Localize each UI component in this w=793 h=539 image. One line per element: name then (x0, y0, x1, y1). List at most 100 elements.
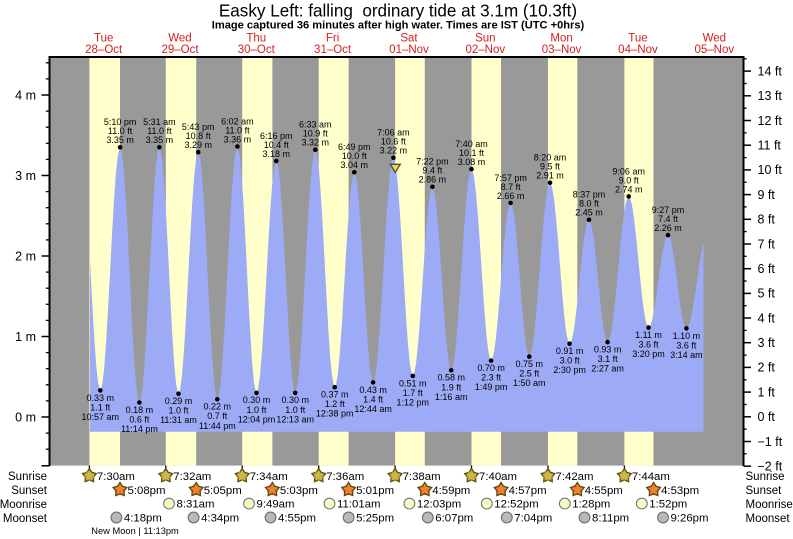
svg-text:1.0 ft: 1.0 ft (246, 405, 267, 415)
svg-text:8 ft: 8 ft (758, 213, 776, 227)
svg-text:1:16 am: 1:16 am (435, 392, 468, 402)
svg-text:4:53pm: 4:53pm (661, 485, 699, 497)
svg-text:10.1 ft: 10.1 ft (459, 148, 485, 158)
svg-text:2.86 m: 2.86 m (419, 175, 447, 185)
svg-text:31–Oct: 31–Oct (314, 44, 352, 56)
svg-text:3.18 m: 3.18 m (263, 149, 291, 159)
svg-text:2:30 pm: 2:30 pm (553, 365, 586, 375)
svg-text:Easky Left: falling ordinary: Easky Left: falling ordinary tide at 3.1… (219, 2, 577, 21)
svg-text:8:11pm: 8:11pm (592, 513, 629, 525)
svg-text:7:40am: 7:40am (479, 471, 517, 483)
svg-text:0.7 ft: 0.7 ft (207, 411, 228, 421)
svg-text:9 ft: 9 ft (758, 188, 776, 202)
svg-text:4:55pm: 4:55pm (585, 485, 623, 497)
svg-text:30–Oct: 30–Oct (238, 44, 276, 56)
svg-text:0.22 m: 0.22 m (204, 402, 232, 412)
svg-text:29–Oct: 29–Oct (161, 44, 199, 56)
svg-text:12:44 am: 12:44 am (354, 404, 392, 414)
svg-text:Moonset: Moonset (746, 513, 791, 525)
svg-text:1.9 ft: 1.9 ft (441, 382, 462, 392)
svg-text:5:05pm: 5:05pm (204, 485, 242, 497)
svg-text:6 ft: 6 ft (758, 262, 776, 276)
svg-text:10.6 ft: 10.6 ft (381, 137, 407, 147)
svg-text:6:49 pm: 6:49 pm (338, 142, 371, 152)
svg-text:4:18pm: 4:18pm (124, 513, 162, 525)
svg-text:3.22 m: 3.22 m (380, 146, 408, 156)
svg-text:8:20 am: 8:20 am (534, 153, 567, 163)
svg-text:2.3 ft: 2.3 ft (481, 373, 502, 383)
svg-text:9:27 pm: 9:27 pm (652, 205, 685, 215)
svg-text:Wed: Wed (168, 33, 191, 45)
svg-text:7:44am: 7:44am (632, 471, 670, 483)
svg-text:9.5 ft: 9.5 ft (540, 162, 561, 172)
svg-text:1.4 ft: 1.4 ft (363, 394, 384, 404)
svg-text:8.0 ft: 8.0 ft (579, 199, 600, 209)
svg-text:5 ft: 5 ft (758, 287, 776, 301)
svg-text:12:13 am: 12:13 am (276, 414, 314, 424)
svg-text:10.0 ft: 10.0 ft (342, 151, 368, 161)
svg-text:1 m: 1 m (15, 330, 36, 344)
svg-text:−1 ft: −1 ft (758, 435, 783, 449)
svg-text:Moonrise: Moonrise (0, 499, 47, 511)
svg-text:Sun: Sun (475, 33, 495, 45)
svg-text:7:38am: 7:38am (403, 471, 441, 483)
svg-text:New Moon | 11:13pm: New Moon | 11:13pm (91, 526, 179, 536)
svg-text:0.43 m: 0.43 m (359, 385, 387, 395)
svg-text:05–Nov: 05–Nov (694, 44, 734, 56)
svg-text:2.5 ft: 2.5 ft (519, 369, 540, 379)
svg-text:3.35 m: 3.35 m (106, 135, 134, 145)
svg-text:Sunrise: Sunrise (746, 471, 785, 483)
svg-text:13 ft: 13 ft (758, 89, 783, 103)
svg-text:7:36am: 7:36am (326, 471, 364, 483)
svg-text:10.8 ft: 10.8 ft (186, 131, 212, 141)
svg-text:6:33 am: 6:33 am (299, 120, 332, 130)
svg-text:Mon: Mon (550, 33, 572, 45)
svg-text:5:01pm: 5:01pm (356, 485, 394, 497)
svg-text:2.26 m: 2.26 m (654, 223, 682, 233)
svg-text:2.66 m: 2.66 m (497, 191, 525, 201)
svg-text:7:32am: 7:32am (173, 471, 211, 483)
svg-text:1.7 ft: 1.7 ft (403, 388, 424, 398)
svg-text:Sunset: Sunset (746, 485, 783, 497)
svg-text:9.4 ft: 9.4 ft (422, 166, 443, 176)
svg-text:4 m: 4 m (15, 88, 36, 102)
svg-text:2.45 m: 2.45 m (575, 208, 603, 218)
svg-text:0.58 m: 0.58 m (437, 373, 465, 383)
svg-text:1:28pm: 1:28pm (572, 499, 610, 511)
svg-text:2.91 m: 2.91 m (536, 171, 564, 181)
svg-text:10:57 am: 10:57 am (82, 412, 120, 422)
svg-text:7:04pm: 7:04pm (514, 513, 552, 525)
svg-text:5:43 pm: 5:43 pm (182, 122, 215, 132)
svg-text:8.7 ft: 8.7 ft (501, 182, 522, 192)
svg-text:11.0 ft: 11.0 ft (225, 125, 250, 135)
svg-text:3:14 am: 3:14 am (670, 350, 703, 360)
svg-text:3 m: 3 m (15, 169, 36, 183)
svg-text:0 m: 0 m (15, 410, 36, 424)
svg-text:4 ft: 4 ft (758, 311, 776, 325)
svg-text:12:52pm: 12:52pm (494, 499, 538, 511)
svg-text:−2 ft: −2 ft (758, 460, 783, 474)
svg-text:3.08 m: 3.08 m (458, 157, 486, 167)
svg-text:1:52pm: 1:52pm (649, 499, 687, 511)
svg-text:9:49am: 9:49am (257, 499, 295, 511)
svg-text:4:55pm: 4:55pm (278, 513, 316, 525)
svg-text:1 ft: 1 ft (758, 385, 776, 399)
svg-text:12:38 pm: 12:38 pm (316, 409, 354, 419)
svg-text:3:20 pm: 3:20 pm (632, 349, 665, 359)
svg-text:10 ft: 10 ft (758, 163, 783, 177)
svg-text:3.04 m: 3.04 m (341, 160, 369, 170)
svg-text:7:30am: 7:30am (97, 471, 135, 483)
svg-text:2 ft: 2 ft (758, 361, 776, 375)
svg-text:0.6 ft: 0.6 ft (129, 415, 150, 425)
svg-text:6:07pm: 6:07pm (435, 513, 473, 525)
svg-text:Tue: Tue (94, 33, 113, 45)
svg-text:0.29 m: 0.29 m (165, 396, 193, 406)
svg-text:0.37 m: 0.37 m (321, 390, 349, 400)
svg-text:11.0 ft: 11.0 ft (108, 126, 133, 136)
svg-text:3.0 ft: 3.0 ft (560, 356, 581, 366)
svg-text:0.30 m: 0.30 m (243, 395, 271, 405)
svg-text:2:27 am: 2:27 am (591, 364, 624, 374)
svg-text:5:10 pm: 5:10 pm (104, 117, 137, 127)
svg-text:12:04 pm: 12:04 pm (238, 414, 276, 424)
svg-text:14 ft: 14 ft (758, 64, 783, 78)
